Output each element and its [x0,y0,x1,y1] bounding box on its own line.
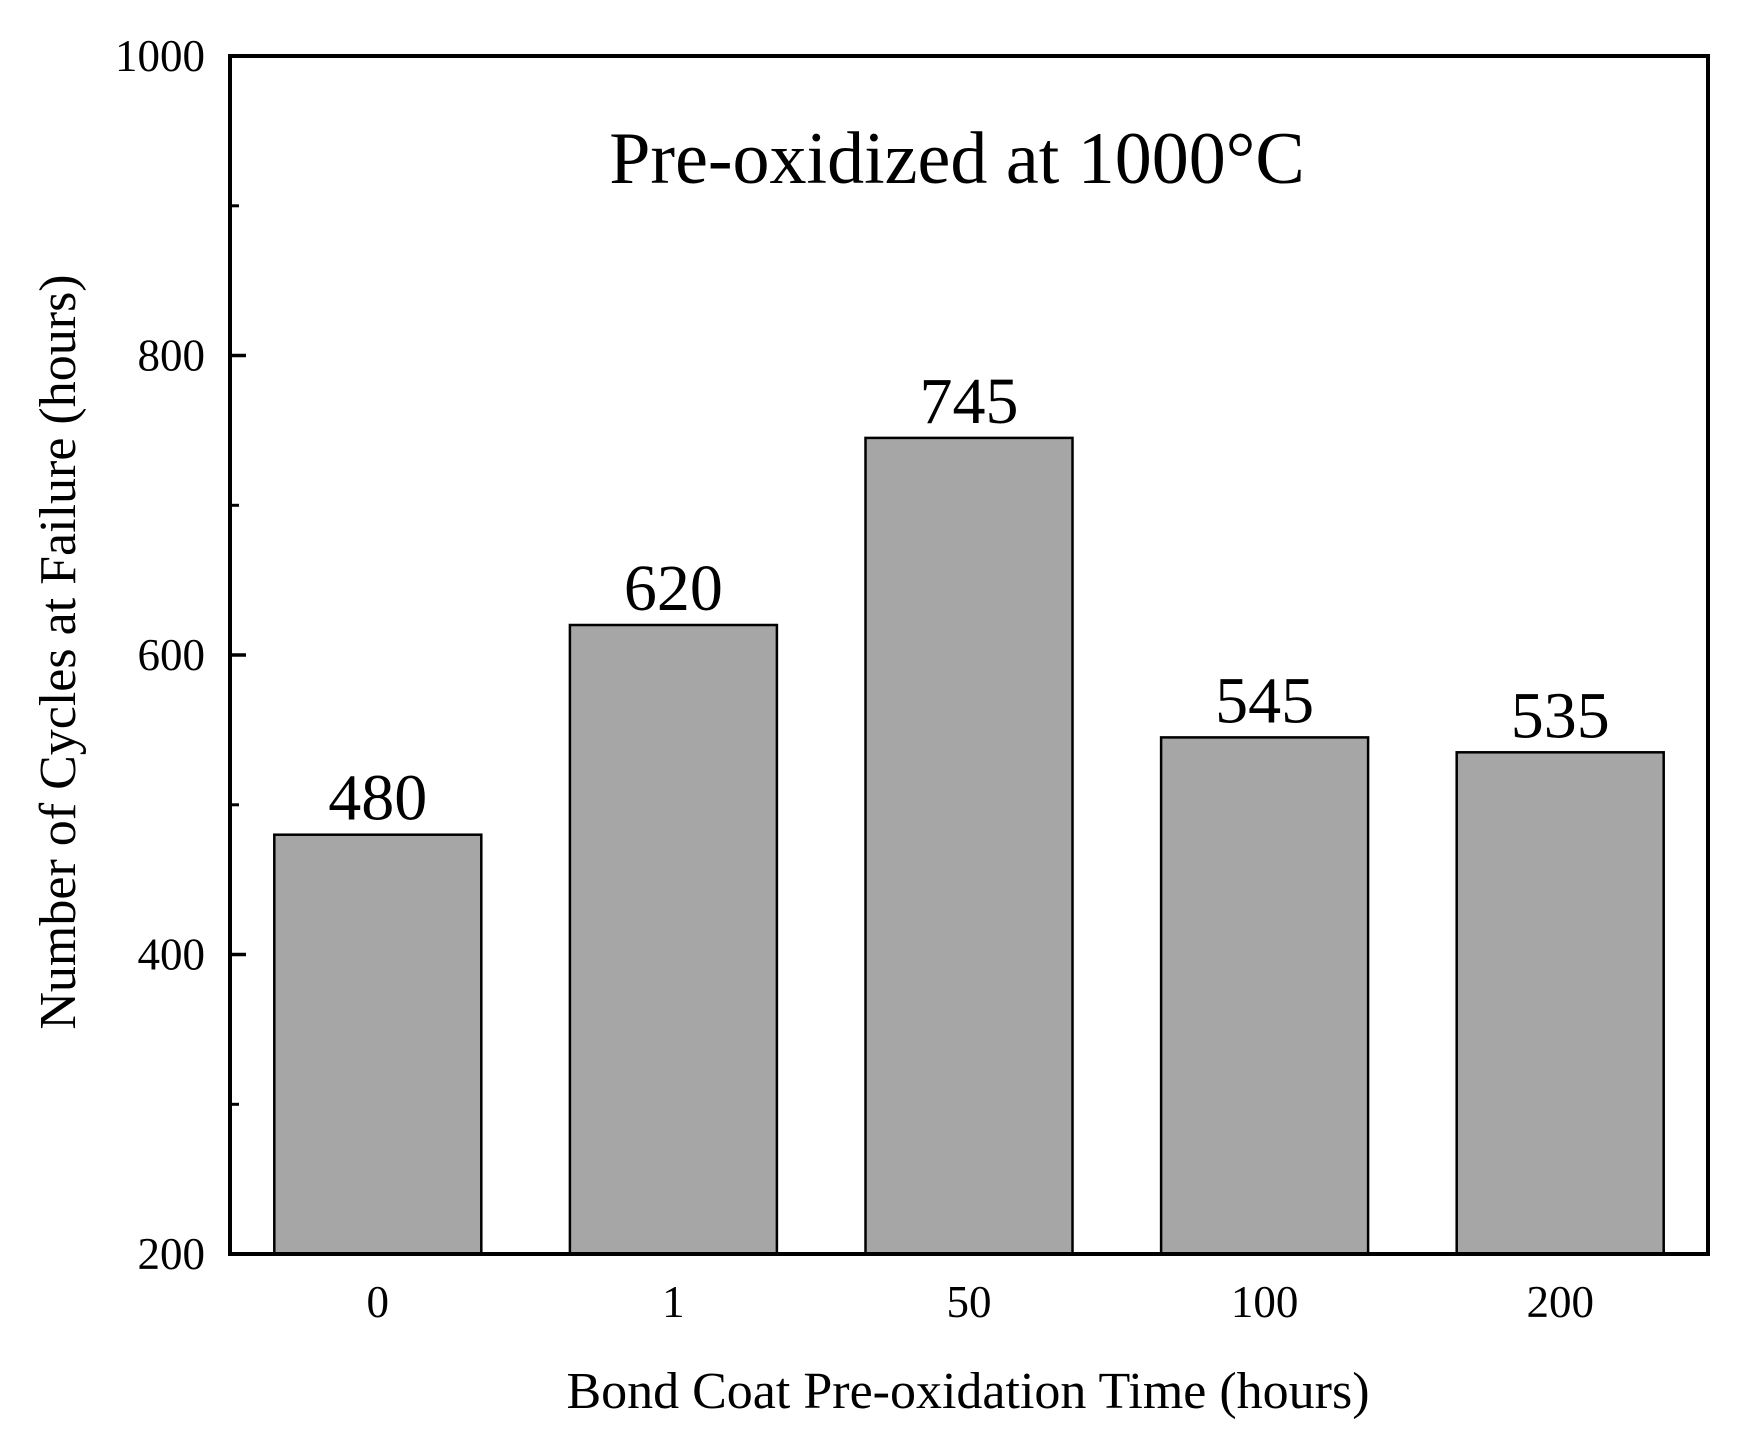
data-label-100: 545 [1215,664,1314,737]
y-tick-label-400: 400 [138,930,206,980]
bar-0 [273,833,483,1256]
x-tick-label-200: 200 [1526,1277,1594,1327]
bars-group [273,436,1665,1256]
x-tick-label-50: 50 [947,1277,992,1327]
data-label-50: 745 [920,365,1019,438]
x-tick-label-0: 0 [367,1277,390,1327]
x-tick-label-100: 100 [1231,1277,1299,1327]
bar-50 [864,436,1074,1256]
bar-100 [1159,736,1370,1256]
bar-200 [1455,751,1665,1256]
y-tick-label-200: 200 [138,1229,206,1279]
x-tick-label-1: 1 [662,1277,685,1327]
data-label-200: 535 [1511,679,1610,752]
chart-title: Pre-oxidized at 1000°C [609,118,1304,200]
data-label-1: 620 [624,552,723,625]
data-label-0: 480 [328,762,427,835]
x-axis-title: Bond Coat Pre-oxidation Time (hours) [566,1363,1369,1420]
y-axis-tick-labels: 200 400 600 800 1000 [115,31,205,1279]
y-axis-ticks [230,54,246,1256]
bar-1 [568,623,779,1256]
data-labels-group: 480 620 745 545 535 [328,365,1609,835]
y-tick-label-1000: 1000 [115,31,205,81]
y-axis-title: Number of Cycles at Failure (hours) [30,274,87,1029]
y-tick-label-600: 600 [138,630,206,680]
y-tick-label-800: 800 [138,331,206,381]
x-axis-tick-labels: 0 1 50 100 200 [367,1277,1594,1327]
